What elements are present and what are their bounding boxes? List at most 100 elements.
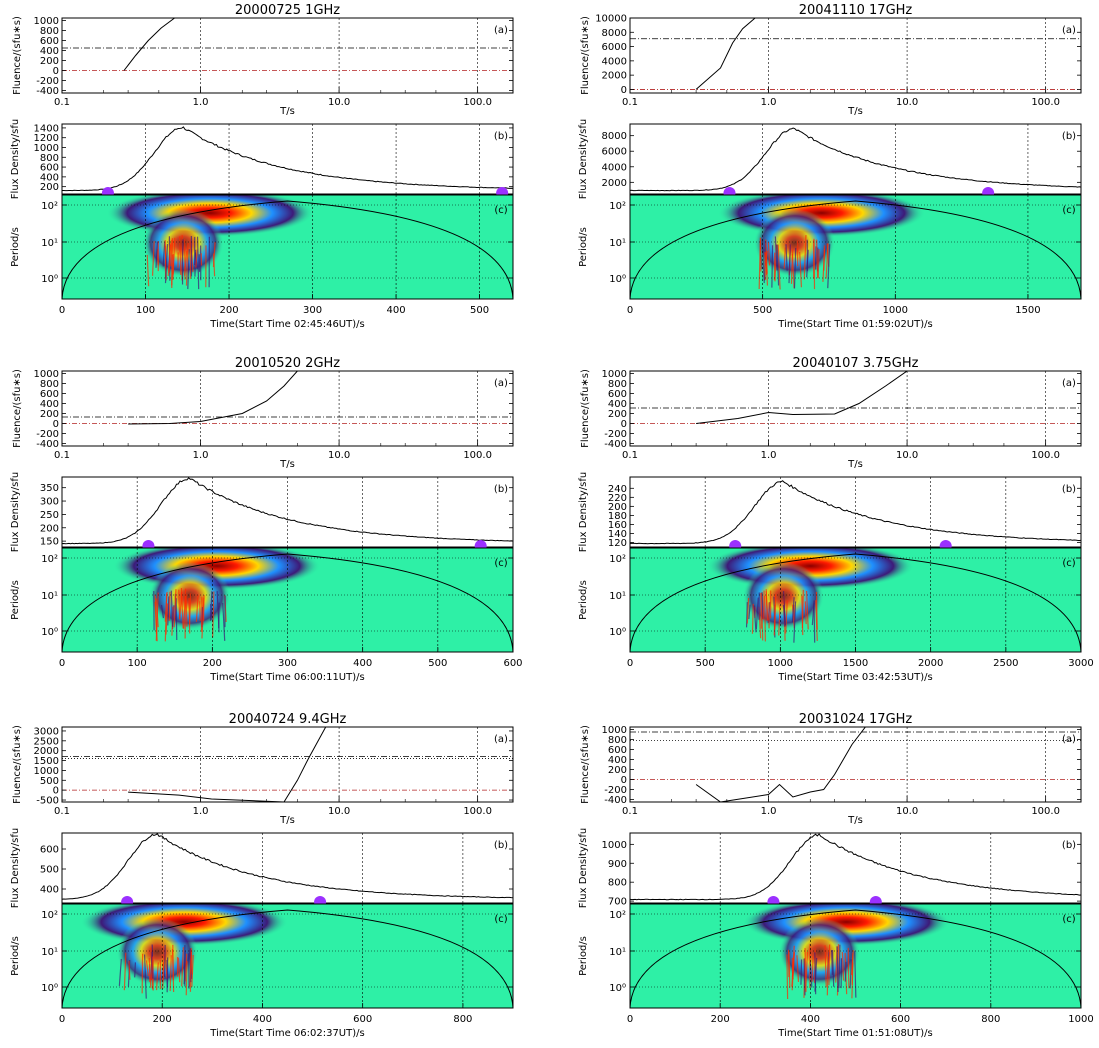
xtick-label: 1500 (1015, 305, 1040, 316)
xtick-label: 1.0 (761, 450, 777, 461)
period-tick-label: 10² (609, 554, 626, 565)
xtick-label: 1000 (883, 305, 908, 316)
ytick-label: 700 (608, 897, 627, 908)
xtick-label: 1000 (768, 658, 793, 669)
ytick-label: 6000 (602, 147, 627, 158)
y-axis-label: Period/s (10, 936, 21, 976)
ytick-label: 8000 (602, 28, 627, 39)
ytick-label: -400 (36, 439, 59, 450)
xtick-label: 1.0 (193, 806, 209, 817)
ytick-label: 0 (621, 775, 627, 786)
wavelet-streak (791, 254, 792, 284)
xtick-label: 200 (711, 1014, 730, 1025)
period-tick-label: 10¹ (41, 238, 58, 249)
panel-tag-a: (a) (1062, 734, 1076, 745)
ytick-label: 0 (53, 66, 59, 77)
ytick-label: 6000 (602, 42, 627, 53)
xtick-label: 100.0 (463, 97, 492, 108)
ytick-label: -400 (604, 439, 627, 450)
wavelet-streak (201, 598, 202, 631)
xtick-label: 1.0 (193, 450, 209, 461)
wavelet-streak (752, 604, 753, 634)
wavelet-streak (763, 591, 764, 620)
ytick-label: 0 (53, 419, 59, 430)
y-axis-label: Period/s (578, 580, 589, 620)
xtick-label: 0 (627, 305, 633, 316)
x-axis-label: T/s (279, 459, 295, 470)
panel-tag-a: (a) (1062, 378, 1076, 389)
period-tick-label: 10¹ (609, 947, 626, 958)
xtick-label: 500 (753, 305, 772, 316)
ytick-label: 400 (40, 172, 59, 183)
fluence-curve (696, 727, 865, 802)
frame-b (62, 124, 513, 194)
wavelet-streak (761, 593, 762, 629)
panel-tag-b: (b) (1062, 484, 1076, 495)
wavelet-streak (787, 955, 788, 999)
panel-tag-a: (a) (494, 734, 508, 745)
xtick-label: 500 (428, 658, 447, 669)
xtick-label: 1.0 (761, 97, 777, 108)
xtick-label: 0.1 (54, 450, 70, 461)
xtick-label: 200 (219, 305, 238, 316)
ytick-label: 4000 (602, 56, 627, 67)
xtick-label: 100 (128, 658, 147, 669)
y-axis-label: Flux Density/sfu (578, 828, 589, 908)
frame-a (630, 371, 1081, 446)
xtick-label: 400 (353, 658, 372, 669)
ytick-label: 800 (608, 878, 627, 889)
xtick-label: 400 (801, 1014, 820, 1025)
flux-curve (62, 834, 513, 900)
xtick-label: 800 (981, 1014, 1000, 1025)
ytick-label: 0 (621, 419, 627, 430)
panel-tag-b: (b) (494, 131, 508, 142)
ytick-label: 3000 (34, 726, 59, 737)
xtick-label: 0.1 (622, 97, 638, 108)
ytick-label: 1000 (34, 369, 59, 380)
xtick-label: 0.1 (622, 806, 638, 817)
xtick-label: 10.0 (896, 97, 918, 108)
wavelet-streak (814, 603, 815, 643)
panel-tag-a: (a) (494, 378, 508, 389)
xtick-label: 200 (153, 1014, 172, 1025)
ytick-label: 800 (608, 379, 627, 390)
frame-b (630, 477, 1081, 547)
ytick-label: 350 (40, 483, 59, 494)
ytick-label: 0 (53, 786, 59, 797)
xtick-label: 10.0 (328, 806, 350, 817)
period-tick-label: 10¹ (609, 591, 626, 602)
ytick-label: 600 (40, 389, 59, 400)
xtick-label: 600 (503, 658, 522, 669)
xtick-label: 400 (387, 305, 406, 316)
ytick-label: 200 (40, 523, 59, 534)
frame-a (62, 727, 513, 802)
y-axis-label: Fluence/(sfu∗s) (12, 369, 23, 448)
xtick-label: 1.0 (761, 806, 777, 817)
panel-tag-c: (c) (494, 914, 507, 925)
panel-tag-c: (c) (1062, 558, 1075, 569)
ytick-label: 1500 (34, 756, 59, 767)
wavelet-streak (189, 598, 190, 633)
xtick-label: 100.0 (1031, 450, 1060, 461)
xtick-label: 400 (253, 1014, 272, 1025)
ytick-label: 800 (40, 379, 59, 390)
xtick-label: 1500 (843, 658, 868, 669)
wavelet-streak (157, 249, 158, 265)
fluence-curve (696, 18, 755, 89)
ytick-label: 8000 (602, 131, 627, 142)
xtick-label: 0.1 (54, 806, 70, 817)
period-tick-label: 10² (609, 910, 626, 921)
ytick-label: 0 (621, 85, 627, 96)
xtick-label: 100.0 (1031, 97, 1060, 108)
ytick-label: 200 (40, 182, 59, 193)
fluence-curve (128, 371, 297, 424)
frame-a (630, 727, 1081, 802)
ytick-label: 500 (40, 776, 59, 787)
ytick-label: 2500 (34, 736, 59, 747)
xtick-label: 200 (203, 658, 222, 669)
y-axis-label: Fluence/(sfu∗s) (12, 16, 23, 95)
wavelet-streak (801, 959, 802, 984)
wavelet-streak (195, 250, 196, 277)
ytick-label: -400 (36, 86, 59, 97)
ytick-label: 600 (608, 389, 627, 400)
